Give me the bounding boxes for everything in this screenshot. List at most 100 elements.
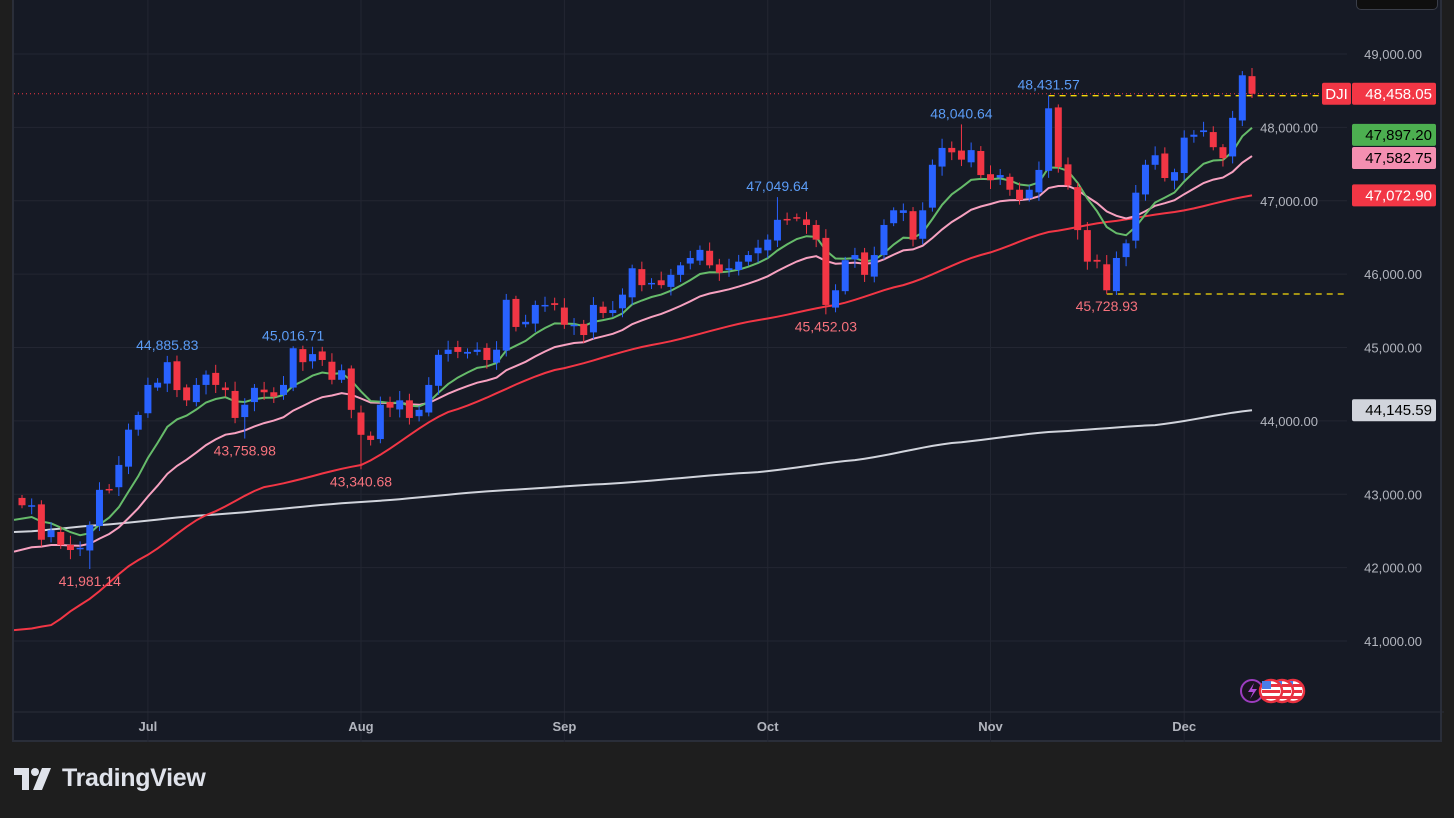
high-label: 44,885.83 bbox=[136, 337, 198, 353]
candle-body bbox=[899, 210, 907, 213]
price-tag-bg bbox=[1352, 399, 1436, 422]
candle bbox=[957, 124, 965, 167]
candle-body bbox=[1112, 257, 1120, 292]
toolbar-button[interactable] bbox=[1356, 0, 1438, 10]
ma-long-line bbox=[14, 409, 1253, 533]
candle bbox=[338, 364, 346, 383]
candle-body bbox=[1180, 137, 1188, 174]
candle-body bbox=[328, 361, 336, 380]
candle-body bbox=[570, 324, 578, 327]
candle bbox=[493, 341, 501, 370]
y-tick-label: 47,000.00 bbox=[1260, 194, 1318, 209]
price-tag-bg bbox=[1352, 123, 1436, 146]
candle bbox=[696, 245, 704, 266]
flag-stripe bbox=[1273, 696, 1291, 699]
low-label: 43,340.68 bbox=[330, 473, 392, 489]
candle-body bbox=[744, 255, 752, 262]
candle bbox=[1103, 255, 1111, 295]
candle-body bbox=[125, 429, 133, 467]
candle-body bbox=[405, 400, 413, 418]
candle-body bbox=[221, 387, 229, 391]
tradingview-logo-icon bbox=[14, 767, 51, 790]
symbol-tag-label: DJI bbox=[1325, 86, 1348, 103]
candle-body bbox=[802, 219, 810, 225]
candle-body bbox=[851, 255, 859, 260]
candle-body bbox=[444, 349, 452, 354]
candle-body bbox=[47, 530, 55, 538]
candle bbox=[425, 377, 433, 417]
candle bbox=[599, 301, 607, 319]
candle-body bbox=[928, 164, 936, 208]
candle-body bbox=[957, 150, 965, 160]
flag-stripe bbox=[1262, 696, 1280, 699]
candle bbox=[347, 365, 355, 419]
candle-body bbox=[832, 290, 840, 308]
y-tick-label: 44,000.00 bbox=[1260, 414, 1318, 429]
candle bbox=[677, 262, 685, 283]
candle bbox=[1064, 157, 1072, 190]
candle-body bbox=[241, 404, 249, 418]
candle-body bbox=[822, 237, 830, 305]
candle bbox=[1016, 182, 1024, 205]
candle-body bbox=[870, 255, 878, 277]
candle-body bbox=[202, 374, 210, 385]
candlestick-chart[interactable]: 49,000.00 48,000.00 47,000.00 46,000.00 45,0… bbox=[14, 0, 1444, 742]
candle bbox=[793, 213, 801, 222]
candle-body bbox=[183, 387, 191, 401]
candle bbox=[134, 411, 142, 436]
candle-body bbox=[502, 299, 510, 351]
candle bbox=[512, 295, 520, 332]
price-tag: 47,897.20 bbox=[1352, 123, 1436, 146]
candle-body bbox=[473, 349, 481, 352]
candle bbox=[66, 535, 74, 560]
candle-body bbox=[1016, 189, 1024, 201]
candle-body bbox=[618, 294, 626, 309]
candle-body bbox=[754, 247, 762, 254]
high-label: 47,049.64 bbox=[746, 178, 808, 194]
candle bbox=[1171, 168, 1179, 190]
candle-body bbox=[1093, 259, 1101, 262]
candle bbox=[1200, 121, 1208, 137]
candle-body bbox=[909, 211, 917, 240]
candle bbox=[851, 247, 859, 268]
candle-body bbox=[134, 415, 142, 430]
candle bbox=[192, 378, 200, 407]
candle bbox=[434, 349, 442, 395]
candle bbox=[890, 207, 898, 227]
candle bbox=[580, 319, 588, 343]
candle bbox=[376, 396, 384, 444]
candles bbox=[18, 68, 1256, 570]
candle-body bbox=[560, 307, 568, 325]
candle bbox=[183, 384, 191, 406]
candle bbox=[977, 146, 985, 179]
candle bbox=[1151, 146, 1159, 170]
price-tag-bg bbox=[1352, 82, 1436, 105]
candle-body bbox=[425, 384, 433, 413]
candle bbox=[1122, 239, 1130, 267]
lightning-icon-bolt bbox=[1248, 683, 1257, 699]
events[interactable] bbox=[1240, 678, 1306, 704]
candle bbox=[250, 384, 258, 412]
candle bbox=[560, 298, 568, 329]
candle bbox=[299, 345, 307, 371]
candle-body bbox=[938, 147, 946, 167]
high-label: 45,016.71 bbox=[262, 327, 324, 343]
candle-body bbox=[686, 257, 694, 264]
chart-panel[interactable]: 49,000.00 48,000.00 47,000.00 46,000.00 45,0… bbox=[12, 0, 1444, 742]
candle-body bbox=[105, 488, 113, 491]
price-tag-value: 47,072.90 bbox=[1365, 187, 1432, 204]
high-label: 48,431.57 bbox=[1017, 77, 1079, 93]
candle bbox=[473, 342, 481, 356]
candle-body bbox=[1054, 107, 1062, 167]
tradingview-logo[interactable]: TradingView bbox=[14, 764, 206, 793]
candle-body bbox=[396, 400, 404, 410]
candle-body bbox=[667, 274, 675, 287]
candle-body bbox=[812, 224, 820, 240]
candle bbox=[861, 247, 869, 282]
candle bbox=[483, 343, 491, 369]
price-tag-value: 47,582.75 bbox=[1365, 150, 1432, 167]
candle bbox=[657, 271, 665, 289]
candle-body bbox=[919, 210, 927, 239]
candle bbox=[832, 284, 840, 313]
candle bbox=[638, 261, 646, 292]
